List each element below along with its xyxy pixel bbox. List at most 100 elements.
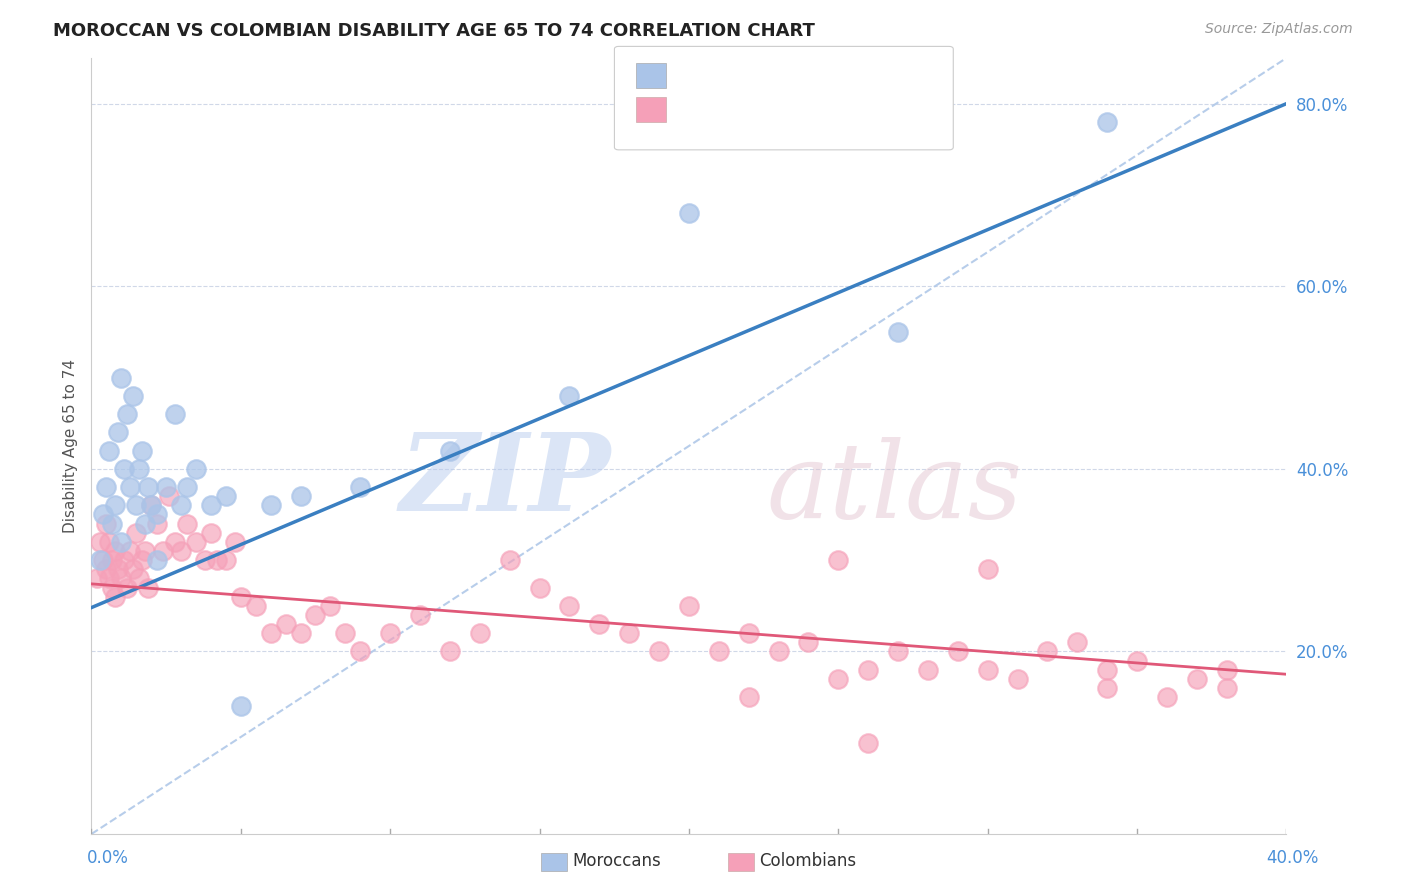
Point bbox=[155, 480, 177, 494]
Point bbox=[976, 663, 998, 677]
Point bbox=[1097, 115, 1119, 129]
Point bbox=[827, 672, 849, 686]
Point bbox=[104, 544, 127, 558]
Point bbox=[110, 534, 132, 549]
Point bbox=[101, 581, 124, 595]
Point bbox=[184, 534, 207, 549]
Text: MOROCCAN VS COLOMBIAN DISABILITY AGE 65 TO 74 CORRELATION CHART: MOROCCAN VS COLOMBIAN DISABILITY AGE 65 … bbox=[53, 22, 815, 40]
Point bbox=[1097, 681, 1119, 695]
Point bbox=[104, 499, 127, 513]
Point bbox=[136, 480, 159, 494]
Y-axis label: Disability Age 65 to 74: Disability Age 65 to 74 bbox=[62, 359, 77, 533]
Point bbox=[134, 544, 156, 558]
Text: 37: 37 bbox=[830, 65, 858, 83]
Point bbox=[163, 534, 186, 549]
Point bbox=[887, 644, 910, 658]
Point bbox=[887, 325, 910, 339]
Point bbox=[304, 607, 326, 622]
Point bbox=[200, 499, 222, 513]
Point bbox=[157, 489, 180, 503]
Point bbox=[152, 544, 174, 558]
Point bbox=[141, 499, 163, 513]
Point bbox=[946, 644, 969, 658]
Point bbox=[1066, 635, 1088, 649]
Point bbox=[274, 617, 297, 632]
Point bbox=[125, 499, 148, 513]
Point bbox=[120, 544, 142, 558]
Point bbox=[146, 553, 169, 567]
Point bbox=[529, 581, 551, 595]
Point bbox=[290, 489, 312, 503]
Point bbox=[858, 663, 880, 677]
Point bbox=[125, 525, 148, 540]
Point bbox=[122, 389, 145, 403]
Point bbox=[558, 389, 581, 403]
Point bbox=[200, 525, 222, 540]
Point bbox=[134, 516, 156, 531]
Point bbox=[141, 499, 163, 513]
Point bbox=[93, 553, 115, 567]
Point bbox=[176, 516, 198, 531]
Text: R=: R= bbox=[675, 65, 703, 83]
Point bbox=[737, 626, 759, 640]
Text: atlas: atlas bbox=[766, 437, 1022, 541]
Point bbox=[468, 626, 491, 640]
Point bbox=[619, 626, 641, 640]
Point bbox=[112, 553, 135, 567]
Point bbox=[737, 690, 759, 704]
Point bbox=[290, 626, 312, 640]
Point bbox=[115, 407, 138, 421]
Point bbox=[1216, 681, 1239, 695]
Point bbox=[229, 590, 252, 604]
Point bbox=[146, 516, 169, 531]
Point bbox=[107, 425, 129, 440]
Point bbox=[335, 626, 357, 640]
Text: 0.0%: 0.0% bbox=[87, 849, 129, 867]
Point bbox=[96, 480, 118, 494]
Point bbox=[349, 644, 371, 658]
Point bbox=[96, 516, 118, 531]
Point bbox=[245, 599, 267, 613]
Point bbox=[107, 562, 129, 576]
Text: 40.0%: 40.0% bbox=[1267, 849, 1319, 867]
Point bbox=[499, 553, 522, 567]
Point bbox=[98, 571, 121, 585]
Point bbox=[1097, 663, 1119, 677]
Point bbox=[1156, 690, 1178, 704]
Point bbox=[215, 553, 238, 567]
Point bbox=[917, 663, 939, 677]
Point bbox=[1216, 663, 1239, 677]
Text: ZIP: ZIP bbox=[399, 428, 612, 534]
Text: Colombians: Colombians bbox=[759, 852, 856, 870]
Point bbox=[96, 562, 118, 576]
Point bbox=[163, 407, 186, 421]
Point bbox=[104, 590, 127, 604]
Text: N =: N = bbox=[780, 65, 827, 83]
Point bbox=[136, 581, 159, 595]
Point bbox=[1007, 672, 1029, 686]
Point bbox=[98, 534, 121, 549]
Text: N =: N = bbox=[780, 99, 827, 117]
Text: 0.631: 0.631 bbox=[706, 65, 769, 83]
Point bbox=[229, 699, 252, 714]
Point bbox=[205, 553, 228, 567]
Point bbox=[93, 508, 115, 522]
Point bbox=[409, 607, 432, 622]
Point bbox=[224, 534, 246, 549]
Point bbox=[707, 644, 730, 658]
Point bbox=[439, 644, 461, 658]
Point bbox=[131, 553, 153, 567]
Text: Source: ZipAtlas.com: Source: ZipAtlas.com bbox=[1205, 22, 1353, 37]
Point bbox=[110, 571, 132, 585]
Point bbox=[194, 553, 217, 567]
Point bbox=[101, 516, 124, 531]
Point bbox=[797, 635, 820, 649]
Point bbox=[259, 499, 281, 513]
Point bbox=[349, 480, 371, 494]
Point bbox=[439, 443, 461, 458]
Text: 79: 79 bbox=[830, 99, 858, 117]
Point bbox=[120, 480, 142, 494]
Point bbox=[170, 499, 193, 513]
Point bbox=[858, 736, 880, 750]
Point bbox=[1126, 654, 1149, 668]
